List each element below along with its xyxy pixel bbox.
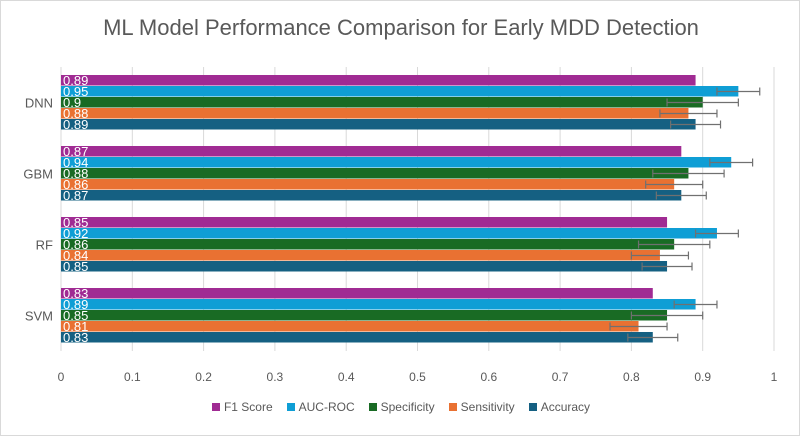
chart-title: ML Model Performance Comparison for Earl… [103,15,699,40]
bar [61,97,703,108]
legend-item: AUC-ROC [286,400,355,414]
x-tick-label: 0.7 [552,370,569,384]
legend-label: Specificity [380,400,435,414]
bar [61,146,682,157]
legend-item: Specificity [368,400,435,414]
data-label: 0.89 [63,297,88,312]
category-label: GBM [23,167,53,182]
legend-swatch [211,403,220,411]
x-tick-label: 0.3 [267,370,284,384]
bar [61,168,689,179]
bar [61,75,696,86]
bar [61,239,675,250]
legend: F1 Score AUC-ROC Specificity Sensitivity Acc… [1,400,800,414]
data-label: 0.85 [63,308,88,323]
category-label: SVM [25,309,53,324]
data-label: 0.88 [63,106,88,121]
bar [61,190,682,201]
data-label: 0.86 [63,237,88,252]
x-tick-label: 0.9 [694,370,711,384]
x-tick-label: 0.4 [338,370,355,384]
legend-swatch [448,403,457,411]
data-label: 0.85 [63,215,88,230]
data-label: 0.87 [63,144,88,159]
bar [61,217,668,228]
data-label: 0.81 [63,319,88,334]
bar [61,261,668,272]
bar [61,119,696,130]
x-tick-label: 0.6 [480,370,497,384]
data-label: 0.94 [63,155,88,170]
x-tick-label: 0.5 [409,370,426,384]
data-label: 0.95 [63,84,88,99]
legend-swatch [368,403,377,411]
category-label: DNN [25,96,53,111]
legend-label: Accuracy [540,400,591,414]
data-label: 0.83 [63,286,88,301]
data-label: 0.89 [63,73,88,88]
bar [61,86,739,97]
data-label: 0.92 [63,226,88,241]
data-label: 0.9 [63,95,81,110]
data-label: 0.87 [63,188,88,203]
legend-swatch [528,403,537,411]
bar [61,228,717,239]
category-label: RF [36,238,53,253]
data-label: 0.86 [63,177,88,192]
legend-item: F1 Score [211,400,273,414]
bar [61,310,668,321]
legend-item: Sensitivity [448,400,515,414]
legend-swatch [286,403,295,411]
bar [61,299,696,310]
legend-label: Sensitivity [460,400,515,414]
data-label: 0.83 [63,330,88,345]
bar [61,332,653,343]
x-tick-label: 0.1 [124,370,141,384]
x-tick-label: 0.8 [623,370,640,384]
x-tick-label: 0.2 [195,370,212,384]
bar [61,108,689,119]
legend-label: F1 Score [223,400,273,414]
data-label: 0.88 [63,166,88,181]
legend-item: Accuracy [528,400,591,414]
bar [61,157,732,168]
bar [61,321,639,332]
bar [61,288,653,299]
bar [61,179,675,190]
data-label: 0.85 [63,259,88,274]
bar [61,250,660,261]
legend-label: AUC-ROC [298,400,355,414]
x-tick-label: 0 [58,370,65,384]
x-tick-label: 1 [771,370,778,384]
data-label: 0.89 [63,117,88,132]
data-label: 0.84 [63,248,88,263]
